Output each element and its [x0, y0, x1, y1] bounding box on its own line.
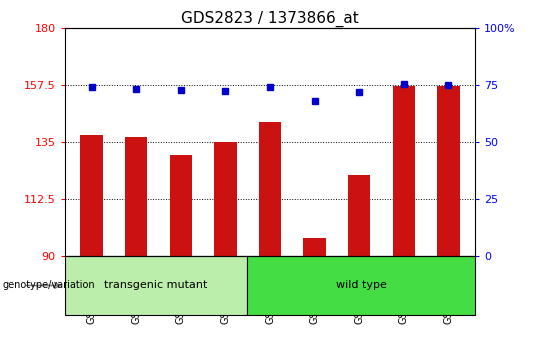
Text: wild type: wild type [336, 280, 387, 291]
Title: GDS2823 / 1373866_at: GDS2823 / 1373866_at [181, 11, 359, 27]
Text: transgenic mutant: transgenic mutant [104, 280, 208, 291]
Bar [348, 175, 370, 256]
Bar [303, 238, 326, 256]
Text: genotype/variation: genotype/variation [3, 280, 96, 291]
Bar [65, 256, 247, 315]
Bar [80, 135, 103, 256]
Bar [214, 142, 237, 256]
Bar [437, 86, 460, 256]
Bar [125, 137, 147, 256]
Bar [170, 155, 192, 256]
Bar [247, 256, 475, 315]
Bar [259, 122, 281, 256]
Bar [393, 86, 415, 256]
